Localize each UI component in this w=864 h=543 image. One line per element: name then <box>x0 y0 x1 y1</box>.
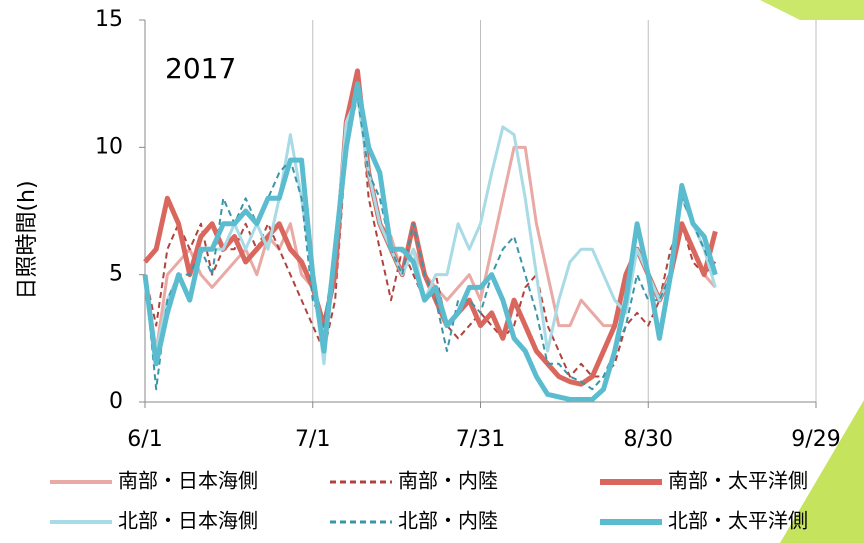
series-line <box>144 95 717 391</box>
y-tick-label: 10 <box>95 134 123 159</box>
x-tick-label: 6/1 <box>127 427 162 452</box>
series-line <box>143 94 717 366</box>
decoration <box>780 400 864 543</box>
x-tick-label: 7/31 <box>456 427 505 452</box>
y-tick-label: 5 <box>109 262 123 287</box>
legend-label: 北部・内陸 <box>398 509 498 533</box>
y-axis-label: 日照時間(h) <box>15 180 40 299</box>
series-line <box>142 81 718 402</box>
series-line <box>143 82 717 353</box>
legend-label: 北部・日本海側 <box>118 509 258 533</box>
x-tick-label: 7/1 <box>295 427 330 452</box>
y-tick-label: 15 <box>95 7 123 32</box>
legend-label: 南部・太平洋側 <box>668 469 808 493</box>
y-tick-label: 0 <box>109 389 123 414</box>
series-line <box>143 68 718 387</box>
annotation: 2017 <box>165 52 236 85</box>
legend-label: 南部・日本海側 <box>118 469 258 493</box>
legend-label: 北部・太平洋側 <box>668 509 808 533</box>
decoration <box>760 0 864 20</box>
x-tick-label: 9/29 <box>791 427 840 452</box>
x-tick-label: 8/30 <box>624 427 673 452</box>
legend-label: 南部・内陸 <box>398 469 498 493</box>
